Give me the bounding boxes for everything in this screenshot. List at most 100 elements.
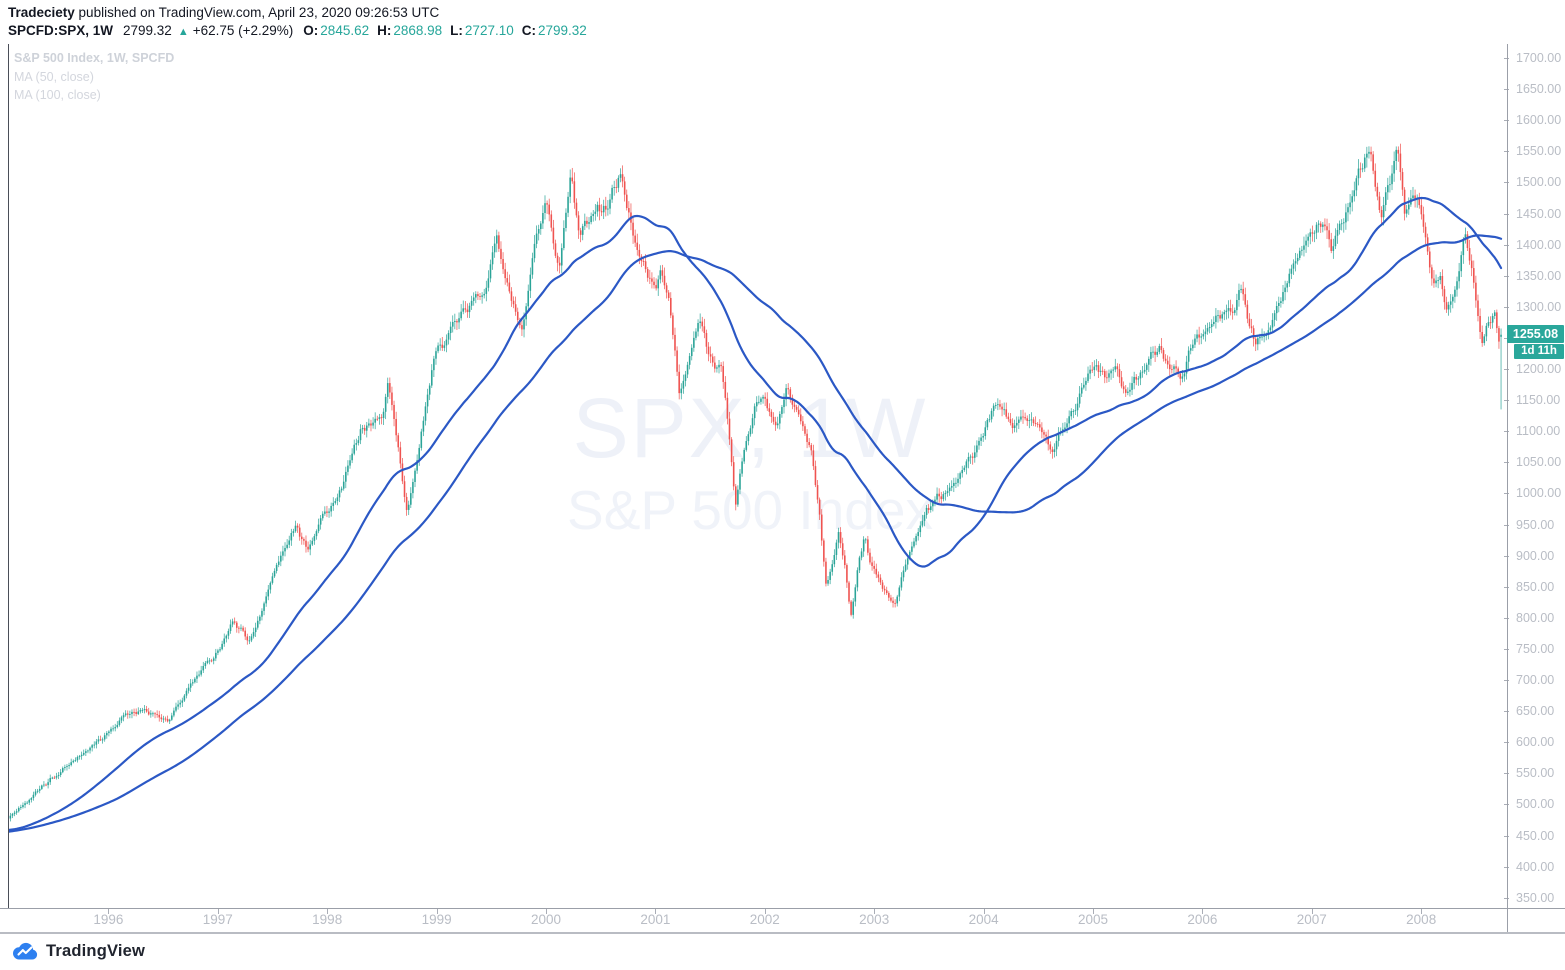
price-tick-label: 1200.00 [1516,362,1562,376]
year-label: 1997 [202,912,233,927]
price-tick-label: 1100.00 [1516,424,1561,439]
price-tick-label: 900.00 [1516,548,1555,563]
price-tick-label: 1000.00 [1516,486,1562,501]
price-tick [1504,586,1509,588]
price-tick [1504,804,1509,806]
price-tick [1504,120,1509,122]
open-value: 2845.62 [320,23,370,38]
price-axis-separator [1507,44,1508,933]
price-tick-label: 1650.00 [1516,82,1562,97]
price-tick-label: 450.00 [1516,828,1555,843]
price-tick [1504,555,1509,557]
price-tick-label: 1400.00 [1516,237,1562,252]
legend-ma100-row[interactable]: MA (100, close) [14,88,101,102]
price-tick [1504,369,1509,370]
year-label: 2006 [1187,912,1218,927]
price-tick-label: 1300.00 [1516,299,1562,314]
low-value: 2727.10 [464,23,514,38]
year-label: 2004 [968,912,999,927]
price-change: +62.75 (+2.29%) [192,23,294,38]
price-tick-label: 550.00 [1516,766,1555,781]
low-label: L: [450,23,463,38]
price-tick [1504,742,1509,744]
year-tick [983,909,985,914]
price-tick [1504,337,1509,339]
bar-countdown: 1d 11h [1514,344,1564,359]
last-price-tag: 1255.08 [1507,325,1564,343]
price-tick-label: 1550.00 [1516,144,1562,159]
price-tick [1504,835,1509,837]
price-tick [1504,431,1509,433]
legend-ma50-row[interactable]: MA (50, close) [14,69,94,84]
price-tick-label: 650.00 [1516,704,1555,719]
symbol-ohlc-row: SPCFD:SPX, 1W 2799.32 ▲ +62.75 (+2.29%) O: 28… [8,22,595,41]
year-label: 2003 [859,912,890,927]
price-tick [1504,680,1509,681]
time-axis-separator [0,908,1565,909]
symbol-name: SPCFD:SPX, 1W [8,23,114,38]
chart-area[interactable]: SPX, 1W S&P 500 Index S&P 500 Index, 1W,… [0,0,1565,935]
year-tick [655,909,657,914]
time-axis[interactable]: 1996 1997 1998 1999 2000 2001 2002 2003 2004 2005… [0,908,1507,933]
legend-symbol-row[interactable]: S&P 500 Index, 1W, SPCFD [14,51,175,65]
year-label: 2007 [1296,912,1327,927]
last-price: 2799.32 [123,23,172,38]
price-tick [1504,89,1509,91]
year-label: 2001 [640,912,671,927]
year-label: 1998 [312,912,343,927]
price-tick [1504,648,1509,650]
tradingview-brand-text[interactable]: TradingView [46,941,146,960]
year-tick [217,909,219,914]
price-tick-label: 950.00 [1516,517,1555,532]
year-label: 2000 [530,912,562,927]
year-label: 1996 [93,912,124,927]
year-tick [764,909,766,914]
year-tick [874,909,876,914]
price-tick-label: 400.00 [1516,859,1555,874]
price-tick [1504,493,1509,495]
year-label: 2008 [1406,912,1437,927]
price-tick-label: 750.00 [1516,641,1555,656]
open-label: O: [303,23,319,38]
price-tick [1504,711,1509,713]
price-tick-label: 1050.00 [1516,455,1562,470]
price-tick-label: 500.00 [1516,797,1555,812]
publish-byline: Tradeciety published on TradingView.com,… [8,4,595,21]
price-tick-label: 350.00 [1516,890,1555,905]
price-tick-label: 1450.00 [1516,206,1562,221]
year-tick [108,909,110,914]
up-arrow-icon: ▲ [177,26,189,38]
price-tick-label: 600.00 [1516,735,1555,750]
tradingview-footer[interactable]: TradingView [12,938,145,964]
publish-header: Tradeciety published on TradingView.com,… [8,4,595,41]
price-tick [1504,617,1509,619]
price-tick [1504,182,1509,184]
chart-legend[interactable]: S&P 500 Index, 1W, SPCFD MA (50, close) … [14,49,174,105]
price-tick-label: 850.00 [1516,579,1555,594]
author-name: Tradeciety [8,5,75,20]
price-tick [1504,400,1509,402]
price-axis[interactable]: 1700.00 1650.00 1600.00 1550.00 1500.00 1450.… [1504,44,1565,908]
high-label: H: [377,23,392,38]
price-tick [1504,524,1509,526]
price-tick-label: 1500.00 [1516,175,1562,190]
price-tick [1504,244,1509,246]
price-tick [1504,462,1509,464]
price-chart-canvas[interactable] [0,0,1565,935]
price-tick [1504,897,1509,899]
close-label: C: [521,23,536,38]
year-tick [546,909,547,914]
year-tick [1311,909,1313,914]
year-tick [1093,909,1094,914]
price-tick-label: 700.00 [1516,673,1555,687]
publish-info: published on TradingView.com, April 23, … [74,5,440,20]
close-value: 2799.32 [537,23,587,38]
price-tick-label: 1700.00 [1516,51,1562,65]
year-label: 2002 [749,912,780,927]
year-tick [436,909,438,914]
price-tick [1504,58,1509,59]
tradingview-logo-icon[interactable] [12,941,39,961]
price-tick [1504,866,1509,868]
price-tick-label: 1350.00 [1516,268,1562,283]
